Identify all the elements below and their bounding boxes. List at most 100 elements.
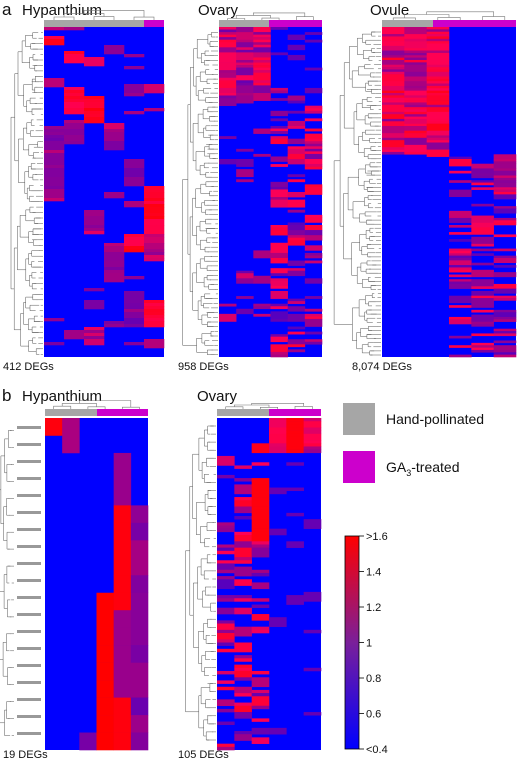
heatmap-cell (124, 312, 145, 319)
sample-dendrogram (227, 12, 314, 20)
heatmap-cell (270, 268, 288, 274)
heatmap-cell (44, 36, 65, 40)
heatmap-cell (124, 300, 145, 304)
heatmap-cell (382, 50, 405, 56)
hypanthium-b-gene-ids (17, 426, 41, 735)
heatmap-cell (84, 216, 105, 226)
heatmap-cell (286, 449, 304, 454)
heatmap-cell (219, 42, 237, 48)
heatmap-cell (236, 95, 254, 104)
heatmap-cell (382, 97, 405, 101)
heatmap-cell (404, 102, 427, 106)
hand-pollinated-label: Hand-pollinated (386, 411, 484, 427)
heatmap-cell (493, 316, 517, 320)
ovule-a-deg-count: 8,074 DEGs (352, 361, 412, 373)
hypanthium-b-deg-count: 19 DEGs (3, 749, 48, 761)
heatmap-cell (286, 421, 304, 425)
heatmap-cell (404, 137, 427, 146)
heatmap-cell (251, 696, 270, 707)
ovule-a-heatmap (333, 11, 517, 358)
heatmap-cell (124, 324, 145, 328)
heatmap-cell (426, 123, 450, 132)
heatmap-cell (104, 270, 125, 274)
heatmap-cell (270, 87, 288, 91)
heatmap-cell (426, 95, 450, 101)
hypanthium-a-heatmap (10, 10, 165, 357)
heatmap-cell (217, 639, 235, 643)
heatmap-cell (382, 93, 405, 96)
heatmap-cell (270, 285, 288, 289)
heatmap-cell (404, 81, 427, 87)
heatmap-cell (217, 598, 235, 602)
heatmap-cell (287, 95, 306, 101)
heatmap-cell (304, 296, 323, 299)
heatmap-cell (303, 446, 322, 450)
heatmap-cell (234, 667, 252, 672)
heatmap-cell (236, 52, 254, 61)
heatmap-cell (287, 306, 306, 312)
heatmap-cell (493, 220, 517, 223)
heatmap-cell (404, 95, 427, 99)
hand-pollinated-group-bar (219, 20, 269, 27)
heatmap-cell (219, 37, 237, 40)
hypanthium-a-deg-count: 412 DEGs (3, 361, 54, 373)
heatmap-cell (269, 433, 287, 444)
heatmap-cell (270, 258, 288, 264)
heatmap-cell (404, 64, 427, 73)
heatmap-cell (287, 202, 306, 208)
color-scale-tick-label: <0.4 (366, 744, 388, 756)
heatmap-cell (426, 83, 450, 87)
heatmap-cell (236, 80, 254, 84)
heatmap-cell (84, 108, 105, 112)
heatmap-cell (382, 140, 405, 148)
gene-id-mark (17, 732, 41, 735)
heatmap-cell (253, 29, 271, 33)
heatmap-cell (84, 99, 105, 103)
heatmap-cell (236, 65, 254, 68)
heatmap-cell (253, 70, 271, 73)
gene-id-mark (17, 477, 41, 480)
heatmap-cell (219, 52, 237, 61)
heatmap-cell (217, 544, 235, 548)
heatmap-cell (287, 120, 306, 127)
heatmap-cell (104, 243, 125, 247)
heatmap-cell (287, 222, 306, 226)
heatmap-cell (304, 166, 323, 170)
heatmap-cell (144, 252, 165, 256)
heatmap-cell (124, 168, 145, 178)
heatmap-cell (44, 318, 65, 322)
heatmap-cell (287, 54, 306, 61)
row-dendrogram (185, 425, 216, 741)
heatmap-cell (270, 291, 288, 299)
heatmap-cell (253, 85, 271, 94)
ovary-b-group-bar (217, 409, 321, 416)
heatmap-cell (286, 487, 304, 492)
heatmap-cell (270, 136, 288, 139)
heatmap-cell (251, 541, 270, 545)
heatmap-cell (304, 110, 323, 114)
heatmap-cell (251, 544, 270, 548)
heatmap-cell (287, 331, 306, 335)
heatmap-cell (234, 626, 252, 637)
heatmap-cell (251, 484, 270, 492)
heatmap-cell (44, 165, 65, 169)
heatmap-cell (304, 186, 323, 195)
heatmap-cell (404, 126, 427, 132)
heatmap-cell (382, 95, 405, 99)
heatmap-cell (84, 57, 105, 67)
heatmap-cell (253, 80, 271, 84)
heatmap-cell (234, 497, 252, 501)
heatmap-cell (64, 99, 85, 103)
heatmap-cell (471, 349, 494, 353)
heatmap-cell (236, 39, 254, 43)
heatmap-cell (493, 222, 517, 226)
heatmap-cell (234, 557, 252, 561)
heatmap-cell (471, 248, 494, 252)
heatmap-cell (426, 93, 450, 96)
heatmap-cell (449, 354, 472, 358)
heatmap-cell (270, 128, 288, 132)
heatmap-cell (286, 424, 304, 428)
heatmap-cell (304, 108, 323, 112)
heatmap-cell (234, 534, 252, 542)
heatmap-cell (304, 143, 323, 147)
